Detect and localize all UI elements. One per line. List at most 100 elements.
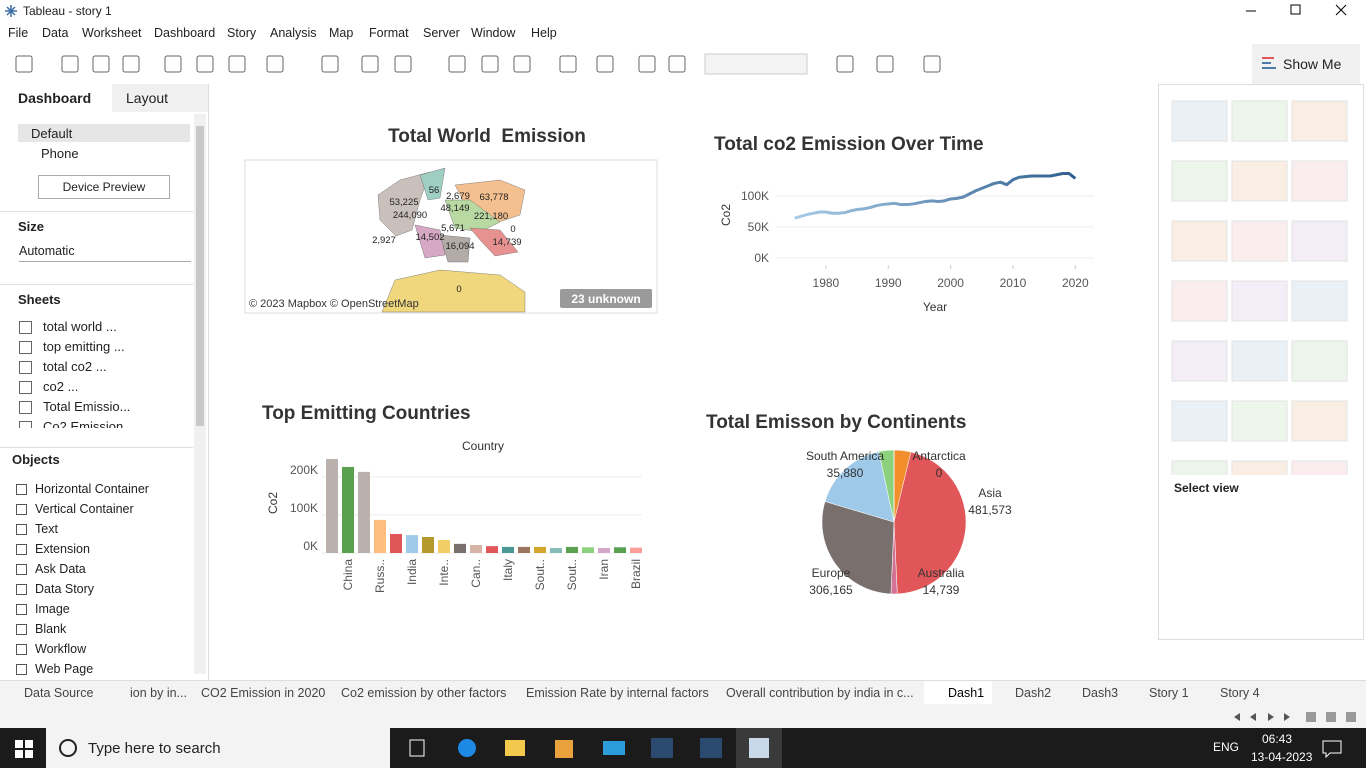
- menu-item[interactable]: Format: [369, 26, 409, 40]
- chart-thumbnail[interactable]: [1231, 220, 1288, 262]
- chart-thumbnail[interactable]: [1291, 340, 1348, 382]
- toolbar-icon[interactable]: [196, 55, 214, 73]
- object-item[interactable]: Image: [35, 602, 70, 616]
- chart-thumbnail[interactable]: [1231, 340, 1288, 382]
- unknown-badge[interactable]: [560, 289, 652, 308]
- toolbar-icon[interactable]: [228, 55, 246, 73]
- toolbar-icon[interactable]: [394, 55, 412, 73]
- toolbar-icon[interactable]: [513, 55, 531, 73]
- sheet-item[interactable]: total co2 ...: [43, 359, 107, 374]
- toolbar-icon[interactable]: [122, 55, 140, 73]
- sheet-item[interactable]: co2 ...: [43, 379, 79, 394]
- start-button[interactable]: [15, 740, 33, 758]
- object-item[interactable]: Blank: [35, 622, 67, 636]
- toolbar-icon[interactable]: [361, 55, 379, 73]
- sheet-tab[interactable]: Data Source: [24, 686, 94, 700]
- language[interactable]: ENG: [1213, 740, 1240, 754]
- menu-item[interactable]: Worksheet: [82, 26, 142, 40]
- taskbar-apps[interactable]: [400, 728, 790, 768]
- toolbar-icon[interactable]: [876, 55, 894, 73]
- chart-thumbnail[interactable]: [1171, 160, 1228, 202]
- menu-item[interactable]: Story: [227, 26, 257, 40]
- chart-thumbnail[interactable]: [1171, 340, 1228, 382]
- map-label: 16,094: [445, 241, 474, 252]
- chart-thumbnail[interactable]: [1231, 280, 1288, 322]
- menu-item[interactable]: Data: [42, 26, 69, 40]
- toolbar-icon[interactable]: [923, 55, 941, 73]
- clock-time[interactable]: 06:43: [1262, 732, 1293, 746]
- chart-thumbnail[interactable]: [1291, 100, 1348, 142]
- object-item[interactable]: Extension: [35, 542, 90, 556]
- window-controls[interactable]: [1236, 0, 1366, 22]
- sheet-tab[interactable]: Dash3: [1082, 686, 1119, 700]
- clock-date[interactable]: 13-04-2023: [1251, 750, 1313, 764]
- sheet-tab[interactable]: Co2 emission by other factors: [341, 686, 507, 700]
- object-item[interactable]: Ask Data: [35, 562, 86, 576]
- sheet-tab[interactable]: ion by in...: [130, 686, 187, 700]
- device-preview-button[interactable]: Device Preview: [38, 175, 170, 199]
- chart-thumbnail[interactable]: [1291, 280, 1348, 322]
- sheet-tab[interactable]: Overall contribution by india in c...: [726, 686, 914, 700]
- chart-thumbnail[interactable]: [1171, 100, 1228, 142]
- sheet-tab[interactable]: Story 1: [1149, 686, 1189, 700]
- toolbar-icon[interactable]: [668, 55, 686, 73]
- chart-thumbnail[interactable]: [1291, 460, 1348, 475]
- object-item[interactable]: Text: [35, 522, 58, 536]
- chart-thumbnail[interactable]: [1231, 460, 1288, 475]
- chart-thumbnail[interactable]: [1231, 400, 1288, 442]
- toolbar-icon[interactable]: [596, 55, 614, 73]
- toolbar-icon[interactable]: [836, 55, 854, 73]
- search-box[interactable]: Type here to search: [46, 728, 390, 768]
- object-item[interactable]: Data Story: [35, 582, 95, 596]
- panel-tab[interactable]: Layout: [126, 90, 169, 106]
- toolbar-dropdown[interactable]: [704, 53, 808, 75]
- menu-item[interactable]: Window: [471, 26, 516, 40]
- device-option[interactable]: Phone: [41, 146, 79, 161]
- menu-item[interactable]: File: [8, 26, 29, 40]
- toolbar-icon[interactable]: [559, 55, 577, 73]
- sheet-tab[interactable]: Dash1: [948, 686, 985, 700]
- sheet-tab[interactable]: Emission Rate by internal factors: [526, 686, 709, 700]
- object-item[interactable]: Vertical Container: [35, 502, 134, 516]
- menu-item[interactable]: Dashboard: [154, 26, 216, 40]
- toolbar-icon[interactable]: [15, 55, 33, 73]
- sheet-tab[interactable]: Dash2: [1015, 686, 1052, 700]
- menu-item[interactable]: Map: [329, 26, 354, 40]
- object-item[interactable]: Web Page: [35, 662, 94, 676]
- menu-item[interactable]: Help: [531, 26, 557, 40]
- chart-thumbnail[interactable]: [1171, 400, 1228, 442]
- toolbar-icon[interactable]: [164, 55, 182, 73]
- object-item[interactable]: Workflow: [35, 642, 87, 656]
- sheet-item[interactable]: total world ...: [43, 319, 117, 334]
- device-option[interactable]: Default: [31, 126, 73, 141]
- object-item[interactable]: Horizontal Container: [35, 482, 149, 496]
- chart-thumbnail[interactable]: [1231, 160, 1288, 202]
- menu-item[interactable]: Server: [423, 26, 460, 40]
- toolbar-icon[interactable]: [266, 55, 284, 73]
- chart-thumbnail[interactable]: [1291, 220, 1348, 262]
- panel-tab[interactable]: Dashboard: [18, 90, 92, 106]
- chart-thumbnail[interactable]: [1171, 220, 1228, 262]
- chart-thumbnail[interactable]: [1231, 100, 1288, 142]
- toolbar-icon[interactable]: [61, 55, 79, 73]
- chart-thumbnail[interactable]: [1291, 400, 1348, 442]
- chart-thumbnail[interactable]: [1291, 160, 1348, 202]
- sheet-item[interactable]: top emitting ...: [43, 339, 125, 354]
- toolbar-icon[interactable]: [92, 55, 110, 73]
- toolbar-icon[interactable]: [481, 55, 499, 73]
- scroll-thumb[interactable]: [196, 126, 204, 426]
- chart-thumbnail[interactable]: [1171, 280, 1228, 322]
- sheet-tab[interactable]: CO2 Emission in 2020: [201, 686, 326, 700]
- sheet-tab[interactable]: Story 4: [1220, 686, 1260, 700]
- toolbar-icon[interactable]: [321, 55, 339, 73]
- toolbar-icon[interactable]: [638, 55, 656, 73]
- menu-item[interactable]: Analysis: [270, 26, 317, 40]
- size-dropdown[interactable]: Automatic: [19, 244, 191, 262]
- show-me-button[interactable]: Show Me: [1252, 44, 1360, 84]
- nav-controls[interactable]: [1230, 710, 1360, 724]
- sheet-item[interactable]: Co2 Emission...: [43, 419, 135, 428]
- notifications[interactable]: [1322, 740, 1342, 758]
- toolbar-icon[interactable]: [448, 55, 466, 73]
- chart-thumbnail[interactable]: [1171, 460, 1228, 475]
- sheet-item[interactable]: Total Emissio...: [43, 399, 131, 414]
